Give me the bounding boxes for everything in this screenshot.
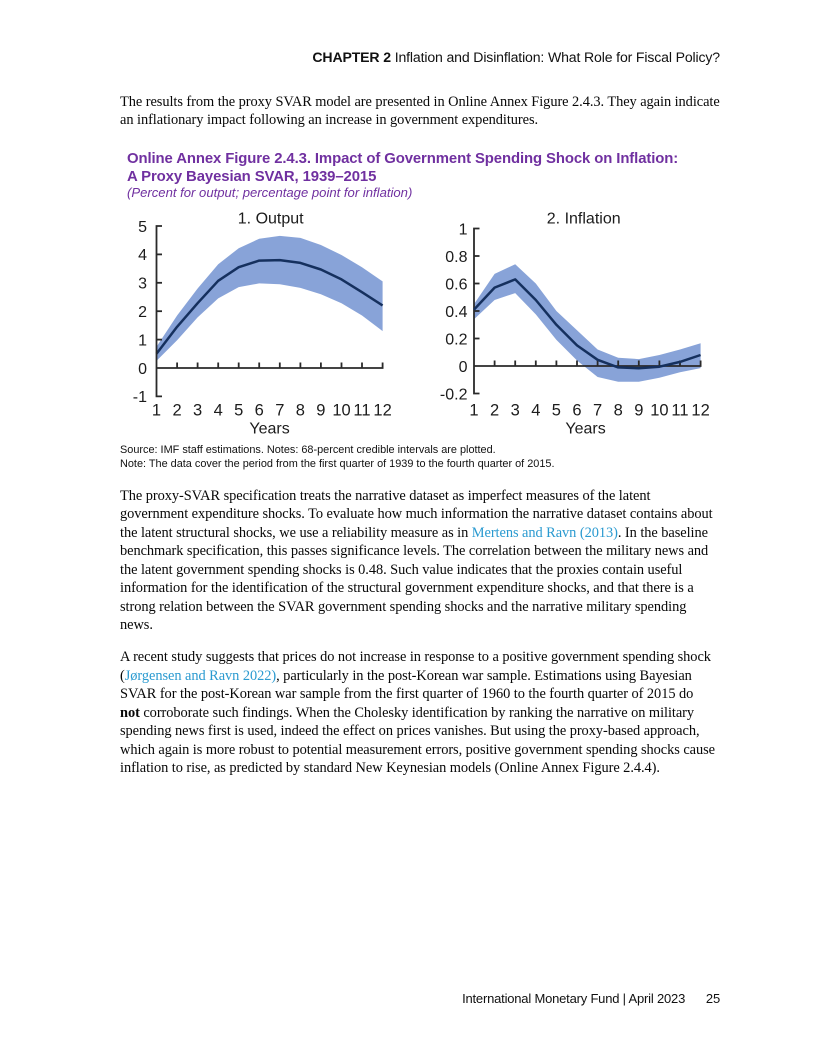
svg-text:0.4: 0.4 (445, 304, 467, 321)
svg-text:0: 0 (138, 361, 147, 378)
svg-text:Years: Years (565, 420, 605, 437)
svg-text:5: 5 (234, 402, 243, 420)
svg-text:1: 1 (469, 402, 478, 420)
svg-text:9: 9 (634, 402, 643, 420)
svg-text:10: 10 (332, 402, 350, 420)
svg-text:0: 0 (459, 359, 468, 376)
svg-text:8: 8 (296, 402, 305, 420)
svg-text:6: 6 (255, 402, 264, 420)
svg-text:1. Output: 1. Output (238, 211, 304, 228)
svg-text:1: 1 (152, 402, 161, 420)
svg-text:5: 5 (138, 219, 147, 236)
svg-text:9: 9 (316, 402, 325, 420)
svg-text:12: 12 (691, 402, 709, 420)
svg-text:3: 3 (193, 402, 202, 420)
svg-text:3: 3 (138, 276, 147, 293)
svg-text:-0.2: -0.2 (440, 386, 468, 403)
svg-text:4: 4 (214, 402, 223, 420)
svg-text:12: 12 (373, 402, 391, 420)
svg-text:2: 2 (490, 402, 499, 420)
svg-text:6: 6 (572, 402, 581, 420)
svg-text:0.8: 0.8 (445, 249, 467, 266)
svg-text:0.2: 0.2 (445, 331, 467, 348)
svg-text:1: 1 (138, 332, 147, 349)
svg-text:2. Inflation: 2. Inflation (547, 211, 621, 228)
svg-text:4: 4 (138, 247, 147, 264)
svg-text:Years: Years (249, 420, 289, 437)
svg-text:11: 11 (671, 402, 688, 420)
svg-text:0.6: 0.6 (445, 276, 467, 293)
svg-text:4: 4 (531, 402, 540, 420)
svg-text:2: 2 (138, 304, 147, 321)
svg-text:7: 7 (275, 402, 284, 420)
svg-text:-1: -1 (133, 389, 147, 406)
svg-text:2: 2 (173, 402, 182, 420)
svg-text:1: 1 (459, 221, 468, 238)
svg-text:10: 10 (650, 402, 668, 420)
svg-text:11: 11 (353, 402, 370, 420)
svg-text:3: 3 (511, 402, 520, 420)
svg-text:7: 7 (593, 402, 602, 420)
svg-text:5: 5 (552, 402, 561, 420)
svg-text:8: 8 (614, 402, 623, 420)
